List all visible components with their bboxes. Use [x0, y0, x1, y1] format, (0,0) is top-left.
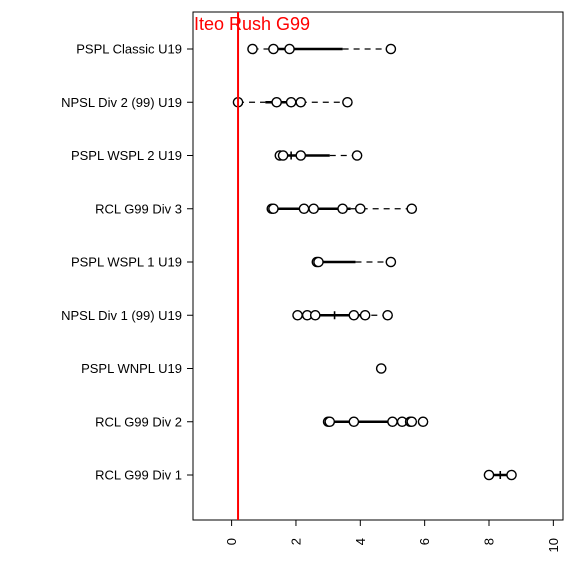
y-tick-label: PSPL WSPL 2 U19 [71, 148, 182, 163]
data-point [483, 469, 495, 481]
x-tick-label: 10 [546, 538, 561, 552]
x-tick-label: 4 [353, 538, 368, 545]
data-point [298, 203, 310, 215]
data-point [385, 256, 397, 268]
data-point [417, 416, 429, 428]
data-point [406, 203, 418, 215]
data-point [309, 309, 321, 321]
data-point [285, 96, 297, 108]
data-point [406, 416, 418, 428]
x-tick-label: 6 [417, 538, 432, 545]
y-tick-label: PSPL Classic U19 [76, 42, 182, 57]
row-3: RCL G99 Div 3 [95, 201, 418, 216]
reference-line-label: Iteo Rush G99 [194, 14, 310, 34]
rows: PSPL Classic U19 NPSL Div 2 (99) U19 PSPL … [61, 42, 517, 483]
data-point [348, 309, 360, 321]
data-point [308, 203, 319, 215]
row-6: PSPL WNPL U19 [81, 361, 387, 376]
x-tick-label: 0 [224, 538, 239, 545]
data-point [337, 203, 348, 215]
data-point [271, 96, 282, 108]
data-point [284, 43, 295, 55]
data-point [351, 150, 363, 161]
data-point [324, 416, 336, 428]
data-point [295, 96, 307, 108]
row-7: RCL G99 Div 2 [95, 414, 429, 429]
data-point [247, 43, 258, 55]
data-point [359, 309, 371, 321]
data-point [342, 96, 353, 108]
y-tick-label: RCL G99 Div 1 [95, 468, 182, 483]
x-tick-label: 8 [482, 538, 497, 545]
data-point [292, 309, 303, 321]
row-1: NPSL Div 2 (99) U19 [61, 95, 353, 110]
plot-frame [192, 11, 564, 521]
y-tick-label: NPSL Div 2 (99) U19 [61, 95, 182, 110]
row-4: PSPL WSPL 1 U19 [71, 255, 397, 270]
y-tick-label: PSPL WSPL 1 U19 [71, 255, 182, 270]
y-tick-label: RCL G99 Div 3 [95, 201, 182, 216]
y-tick-label: RCL G99 Div 2 [95, 414, 182, 429]
row-2: PSPL WSPL 2 U19 [71, 148, 363, 163]
data-point [348, 416, 360, 428]
data-point [295, 150, 307, 161]
data-point [375, 363, 387, 374]
y-tick-label: NPSL Div 1 (99) U19 [61, 308, 182, 323]
x-axis: 0 2 4 6 8 10 [224, 519, 561, 552]
data-point [385, 43, 397, 55]
data-point [268, 203, 279, 215]
data-point [355, 203, 366, 215]
y-tick-label: PSPL WNPL U19 [81, 361, 182, 376]
data-point [313, 256, 324, 268]
data-point [506, 469, 517, 481]
data-point [387, 416, 398, 428]
row-0: PSPL Classic U19 [76, 42, 397, 57]
data-point [382, 309, 393, 321]
data-point [268, 43, 279, 55]
row-8: RCL G99 Div 1 [95, 468, 517, 483]
data-point [277, 150, 289, 161]
x-tick-label: 2 [289, 538, 304, 545]
row-5: NPSL Div 1 (99) U19 [61, 308, 393, 323]
